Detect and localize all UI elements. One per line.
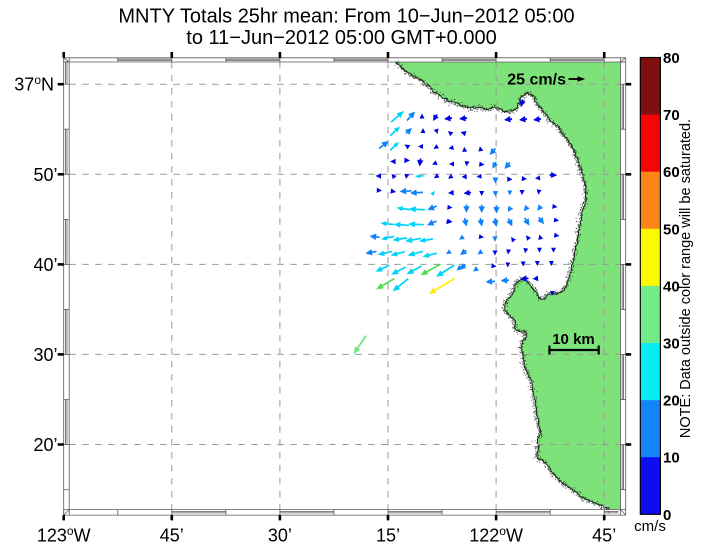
svg-text:NOTE: Data outside color range: NOTE: Data outside color range will be s… — [678, 119, 694, 438]
svg-text:50’: 50’ — [33, 165, 57, 185]
svg-text:80: 80 — [663, 50, 680, 67]
svg-text:60: 60 — [663, 164, 680, 181]
svg-text:MNTY Totals 25hr mean: From 10: MNTY Totals 25hr mean: From 10−Jun−2012 … — [118, 5, 574, 27]
svg-text:30: 30 — [663, 336, 680, 353]
svg-text:40: 40 — [663, 278, 680, 295]
svg-text:20: 20 — [663, 393, 680, 410]
svg-text:10: 10 — [663, 450, 680, 467]
svg-text:30’: 30’ — [33, 345, 57, 365]
svg-text:37oN: 37oN — [14, 73, 54, 95]
svg-text:70: 70 — [663, 107, 680, 124]
svg-text:cm/s: cm/s — [634, 518, 666, 535]
svg-text:25 cm/s: 25 cm/s — [507, 72, 566, 89]
svg-text:122oW: 122oW — [469, 524, 523, 546]
svg-text:20’: 20’ — [33, 435, 57, 455]
svg-text:123oW: 123oW — [37, 524, 91, 546]
svg-text:45’: 45’ — [592, 526, 616, 546]
svg-text:45’: 45’ — [160, 526, 184, 546]
svg-text:15’: 15’ — [376, 526, 400, 546]
svg-text:40’: 40’ — [33, 255, 57, 275]
svg-text:to 11−Jun−2012 05:00 GMT+0.000: to 11−Jun−2012 05:00 GMT+0.000 — [186, 27, 496, 49]
svg-text:10 km: 10 km — [552, 331, 595, 348]
svg-text:30’: 30’ — [268, 526, 292, 546]
svg-text:50: 50 — [663, 221, 680, 238]
svg-text:0: 0 — [663, 507, 671, 524]
